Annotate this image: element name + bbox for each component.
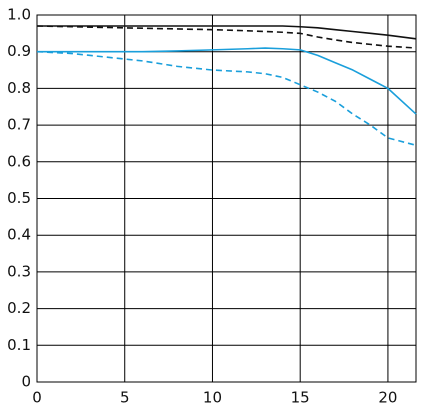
- y-tick-label: 0.4: [7, 226, 31, 244]
- series-line: [37, 25, 417, 40]
- y-tick-label: 0.1: [7, 336, 31, 354]
- y-tick-label: 0.5: [7, 189, 31, 207]
- y-tick-label: 0.9: [7, 42, 31, 60]
- series-line: [37, 47, 417, 115]
- y-tick-label: 0: [21, 373, 31, 391]
- x-tick-label: 0: [32, 389, 42, 407]
- y-tick-label: 0.8: [7, 79, 31, 97]
- y-tick-label: 0.6: [7, 152, 31, 170]
- series-line: [36, 25, 417, 49]
- x-tick-label: 5: [120, 389, 130, 407]
- y-tick-label: 0.3: [7, 262, 31, 280]
- series-line: [36, 50, 417, 147]
- x-tick-label: 15: [291, 389, 310, 407]
- x-tick-label: 20: [378, 389, 397, 407]
- x-tick-label: 10: [203, 389, 222, 407]
- y-tick-label: 1.0: [7, 6, 31, 24]
- y-tick-label: 0.2: [7, 299, 31, 317]
- plot-frame: [36, 14, 417, 383]
- y-tick-label: 0.7: [7, 116, 31, 134]
